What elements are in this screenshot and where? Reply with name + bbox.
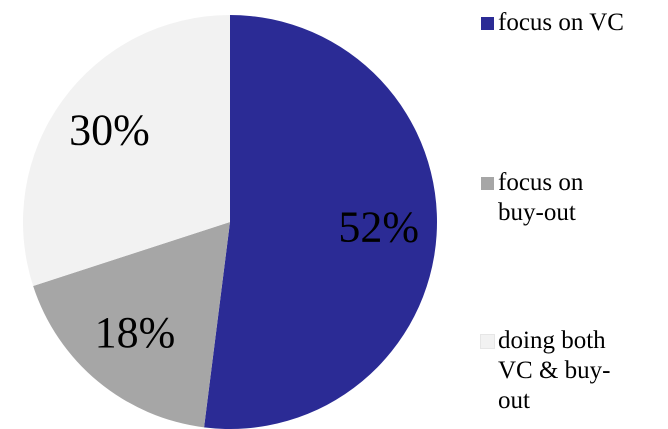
legend-swatch (481, 17, 494, 30)
slice-label: 52% (338, 202, 419, 251)
legend-swatch (481, 177, 494, 190)
pie-slice (22, 15, 230, 286)
legend-label: focus on buy-out (498, 169, 584, 226)
pie-slice (33, 222, 230, 428)
legend-swatch (480, 334, 495, 349)
slice-label: 18% (95, 308, 176, 357)
legend-label: doing both VC & buy-out (498, 327, 611, 414)
legend-label: focus on VC (498, 9, 624, 36)
pie-slice (204, 15, 437, 429)
legend-item: doing both VC & buy-out (480, 326, 633, 416)
pie-area: 52% 18% 30% (22, 15, 437, 429)
slice-label: 30% (69, 105, 150, 154)
legend-item: focus on VC (481, 8, 624, 38)
legend-item: focus on buy-out (481, 168, 633, 228)
